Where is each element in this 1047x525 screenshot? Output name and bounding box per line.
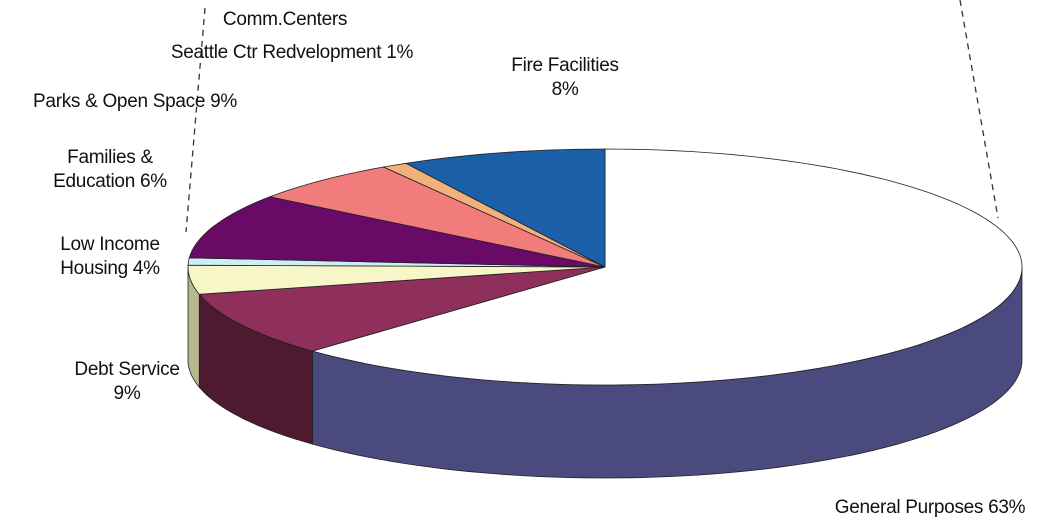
slice-label: Comm.Centers [223, 8, 347, 32]
category-name: Low Income Housing [60, 234, 160, 279]
slice-label: Parks & Open Space 9% [33, 90, 237, 114]
slice-label: Fire Facilities 8% [511, 54, 619, 102]
slice [268, 166, 606, 268]
category-name: Debt Service [74, 359, 180, 380]
slice-label: Seattle Ctr Redvelopment 1% [170, 41, 414, 65]
slice [404, 148, 606, 268]
category-name: Comm.Centers [222, 9, 348, 30]
value-label: 4% [132, 258, 160, 279]
value-label: 9% [210, 91, 237, 112]
value-label: 9% [113, 383, 141, 404]
leader-line [959, 0, 999, 219]
category-name: General Purposes [834, 497, 984, 518]
value-label: 8% [551, 79, 579, 100]
category-name: Fire Facilities [511, 55, 619, 76]
slice [310, 148, 1023, 386]
category-name: Families & Education [53, 147, 153, 192]
slice [198, 266, 606, 352]
category-name: Parks & Open Space [33, 91, 206, 112]
value-label: 1% [386, 42, 414, 63]
category-name: Seattle Ctr Redvelopment [170, 42, 382, 63]
slice [187, 264, 606, 295]
value-label: 63% [988, 497, 1026, 518]
slice-label: General Purposes 63% [834, 496, 1026, 520]
slice-label: Debt Service 9% [74, 358, 179, 406]
slice [188, 196, 606, 268]
leader-lines [185, 0, 999, 233]
value-label: 6% [139, 171, 167, 192]
slice-label: Low Income Housing 4% [50, 233, 170, 281]
slice-label: Families & Education 6% [48, 146, 173, 194]
leader-line [185, 7, 206, 233]
